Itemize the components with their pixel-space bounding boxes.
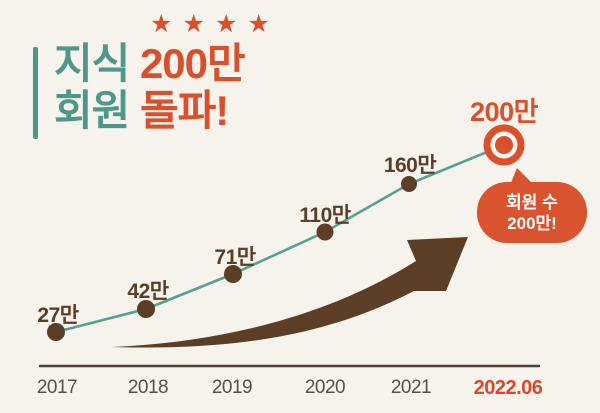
- data-point-2019: [224, 265, 242, 283]
- title-line-1: 지식 200만: [54, 40, 246, 87]
- tick-2022-06: 2022.06: [473, 377, 543, 399]
- data-point-2018: [137, 300, 155, 318]
- value-label-2017: 27만: [37, 304, 79, 327]
- star-icon: ★: [150, 10, 173, 38]
- trend-line: [55, 143, 505, 334]
- growth-arrow-icon: [112, 237, 468, 348]
- tick-2019: 2019: [211, 377, 253, 398]
- title-line1-prefix: 지식: [54, 40, 130, 87]
- star-icon: ★: [215, 10, 238, 38]
- title-line1-highlight: 200만: [139, 40, 246, 87]
- title-line2-highlight: 돌파!: [139, 87, 229, 134]
- target-marker-icon: [483, 124, 525, 166]
- star-row: ★ ★ ★ ★: [150, 10, 270, 38]
- tick-2017: 2017: [36, 377, 78, 398]
- title-line2-prefix: 회원: [54, 87, 130, 134]
- page-title: 지식 200만 회원 돌파!: [54, 40, 246, 134]
- value-label-2020: 110만: [299, 204, 351, 227]
- star-icon: ★: [182, 10, 205, 38]
- tick-2018: 2018: [127, 377, 169, 398]
- value-label-2018: 42만: [127, 280, 169, 303]
- member-count-callout: 회원 수 200만!: [477, 182, 587, 243]
- callout-line-1: 회원 수: [506, 192, 558, 212]
- value-label-2019: 71만: [214, 246, 256, 269]
- tick-2021: 2021: [390, 377, 432, 398]
- data-point-2020: [316, 223, 334, 241]
- data-point-2017: [47, 323, 65, 341]
- title-line-2: 회원 돌파!: [54, 87, 245, 134]
- data-point-2021: [401, 176, 417, 192]
- title-accent-bar: [33, 47, 38, 139]
- value-label-2022: 200만: [470, 97, 538, 127]
- value-label-2021: 160만: [383, 154, 437, 177]
- star-icon: ★: [247, 10, 270, 38]
- tick-2020: 2020: [304, 377, 346, 398]
- callout-line-2: 200만!: [507, 213, 557, 233]
